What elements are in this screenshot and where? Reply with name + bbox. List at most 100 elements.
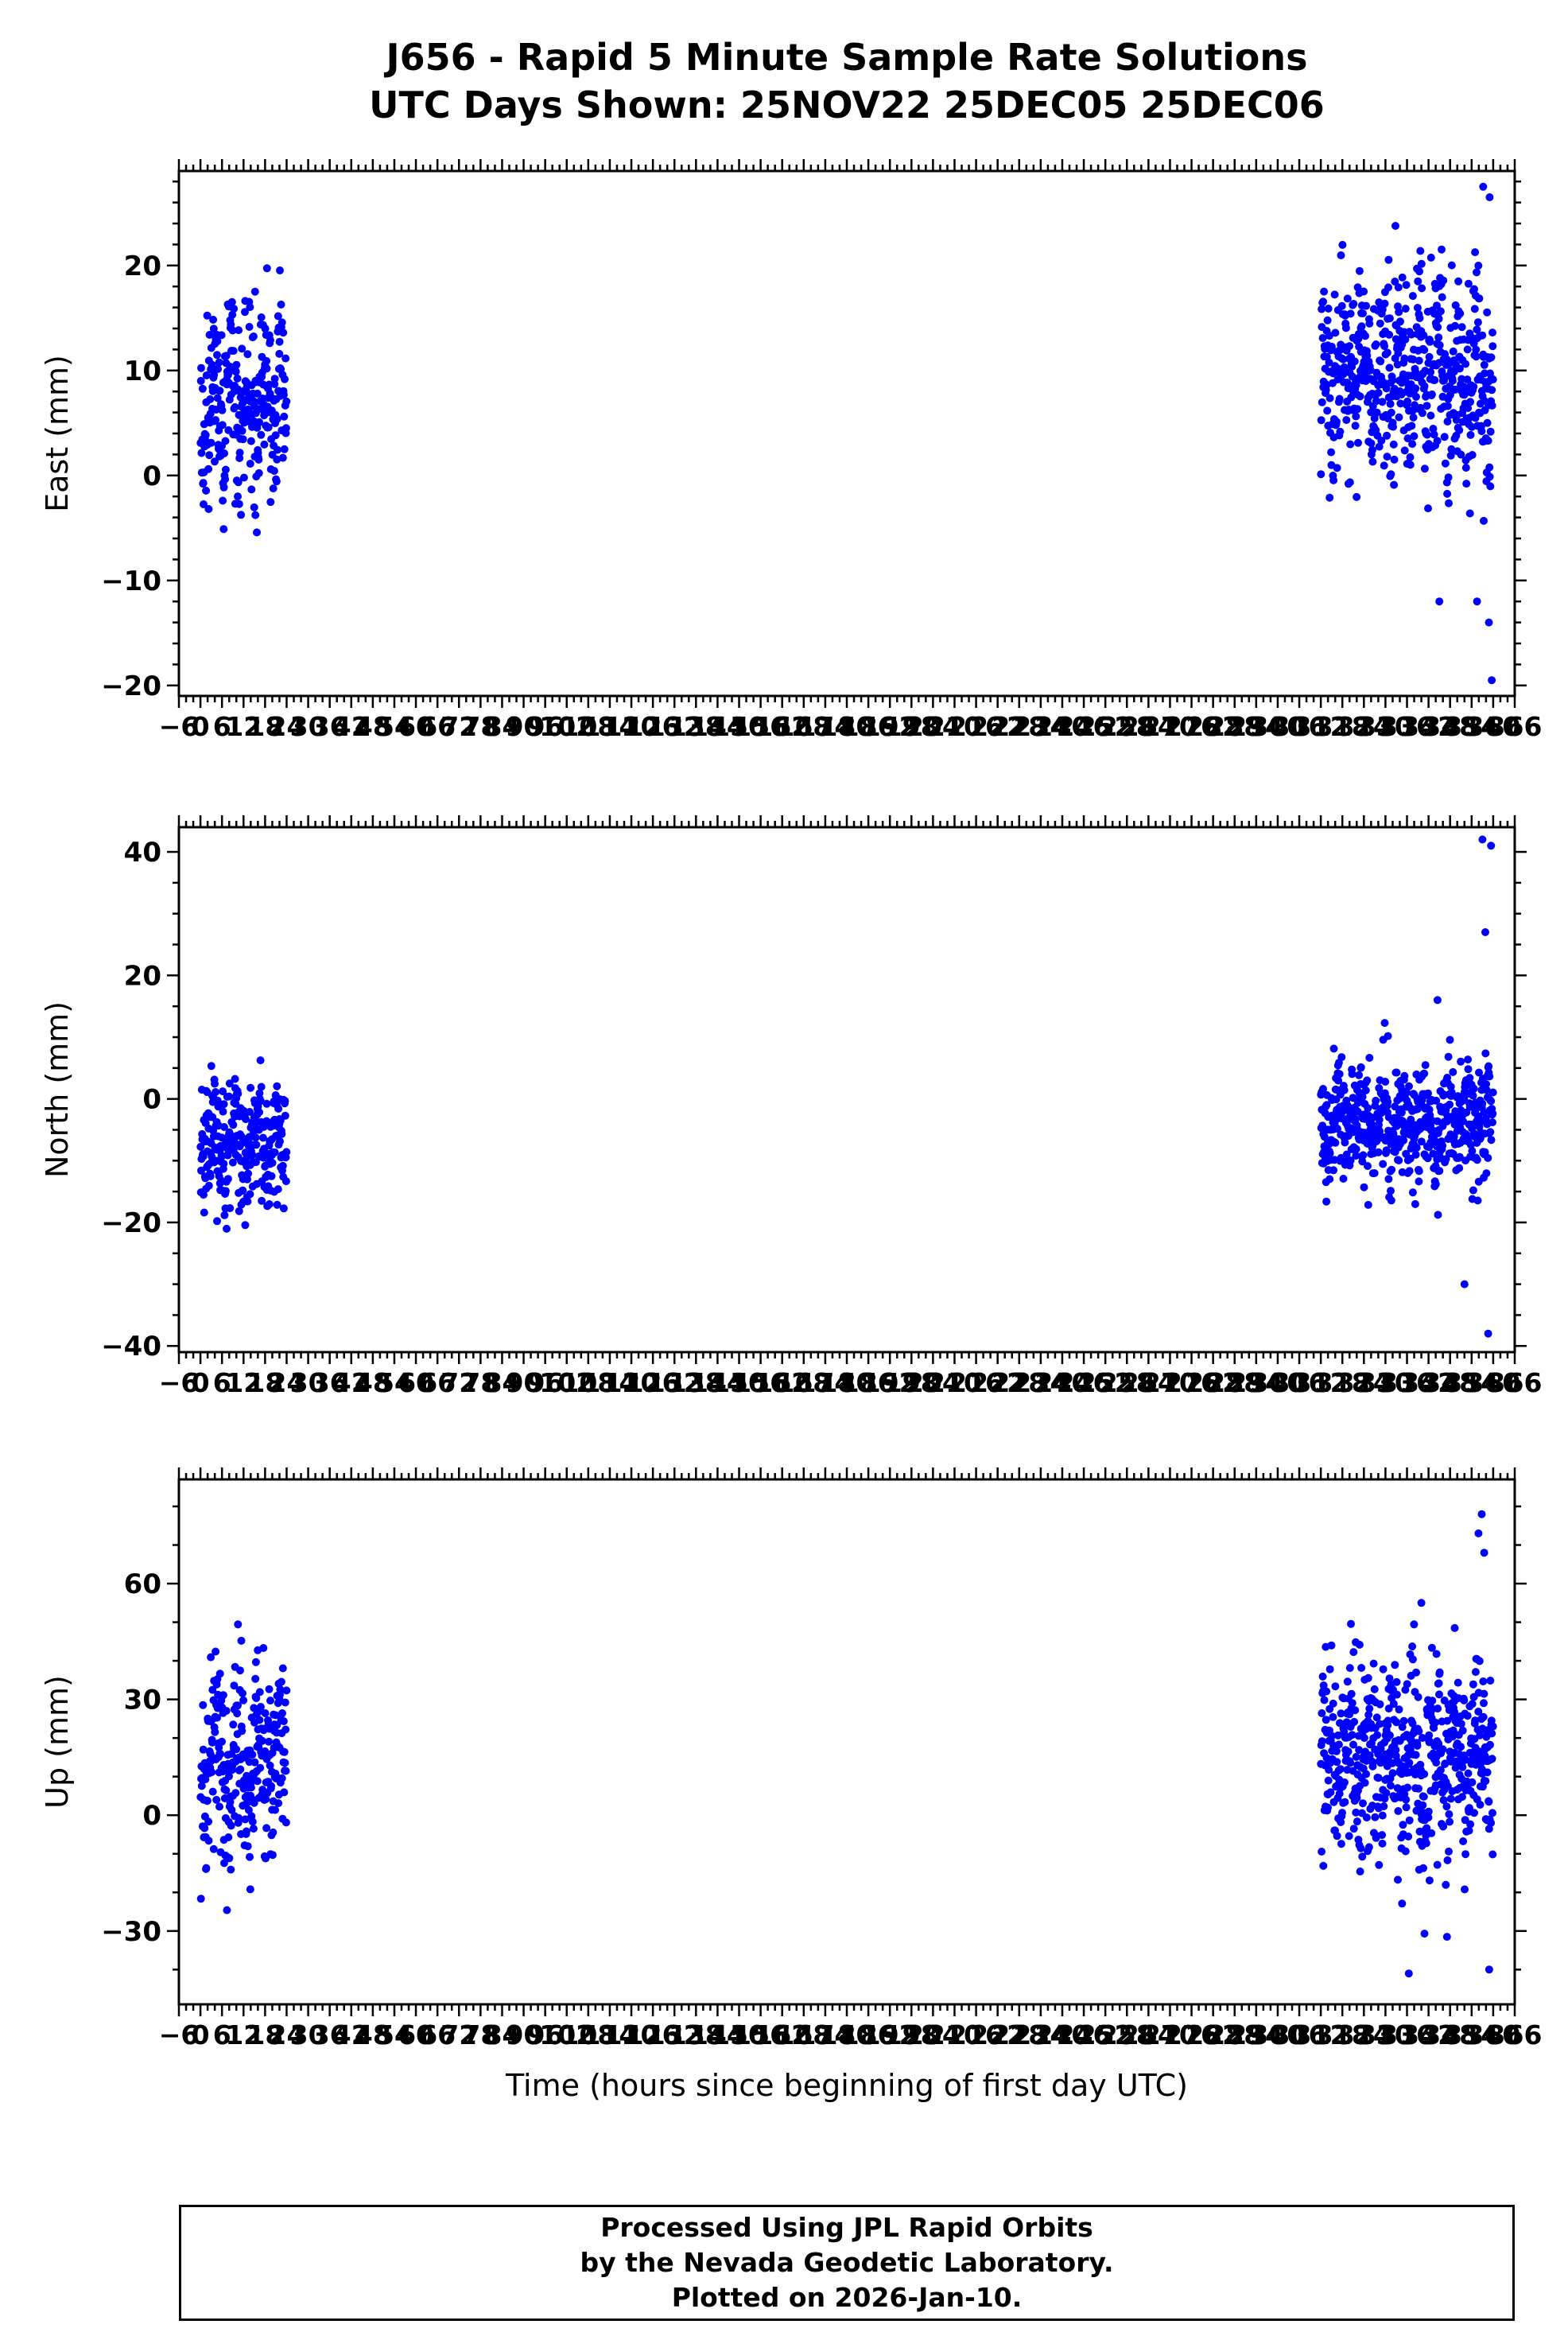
data-point: [1331, 1682, 1340, 1691]
data-point: [258, 1133, 267, 1142]
data-point: [1385, 363, 1394, 372]
data-point: [281, 1111, 289, 1120]
data-point: [1378, 305, 1387, 314]
data-point: [1364, 1200, 1372, 1209]
data-point: [1445, 1810, 1454, 1818]
data-point: [1449, 1067, 1457, 1076]
data-point: [1486, 427, 1495, 436]
data-point: [274, 445, 281, 454]
data-point: [1329, 1712, 1337, 1721]
data-point: [250, 402, 258, 410]
data-point: [1461, 464, 1470, 472]
data-point: [1470, 1809, 1478, 1817]
data-point: [220, 1211, 229, 1219]
data-point: [226, 1204, 235, 1212]
data-point: [1416, 247, 1425, 255]
data-point: [1435, 1690, 1443, 1699]
x-tick-label: 78: [462, 1367, 499, 1398]
x-tick-label: 120: [604, 711, 659, 742]
data-point: [1364, 1673, 1372, 1682]
data-point: [1403, 397, 1412, 406]
data-point: [246, 1083, 255, 1092]
data-point: [1464, 1065, 1473, 1074]
x-tick-label: 162: [755, 1367, 809, 1398]
x-tick-label: 204: [906, 2019, 961, 2050]
data-point: [1347, 1619, 1355, 1628]
data-point: [1380, 461, 1388, 470]
data-point: [1388, 1165, 1396, 1174]
x-tick-label: 192: [863, 1367, 918, 1398]
data-point: [218, 406, 227, 414]
data-point: [274, 1105, 283, 1113]
data-point: [1439, 1796, 1448, 1805]
data-point: [204, 1837, 213, 1845]
data-point: [254, 468, 263, 477]
data-point: [1484, 437, 1492, 445]
data-point: [1475, 1657, 1484, 1666]
data-point: [211, 1079, 219, 1088]
data-point: [255, 1716, 264, 1724]
data-point: [197, 363, 205, 372]
x-tick-label: 30: [290, 2019, 327, 2050]
outlier-point: [1485, 618, 1493, 627]
x-tick-label: 0: [192, 2019, 210, 2050]
data-point: [250, 503, 258, 511]
data-point: [251, 511, 260, 519]
data-point: [1376, 319, 1384, 328]
x-tick-label: 228: [992, 1367, 1046, 1398]
data-point: [258, 1736, 266, 1745]
data-point: [1432, 1759, 1441, 1767]
data-point: [1399, 1821, 1407, 1829]
data-point: [1331, 1138, 1340, 1147]
north-x-tick-labels: −60 6121824303642485460667278849096102108…: [159, 1367, 1543, 1398]
data-point: [271, 1805, 279, 1814]
data-point: [1438, 1141, 1447, 1150]
data-point: [213, 1217, 221, 1226]
data-point: [1448, 376, 1457, 385]
data-point: [1380, 299, 1389, 308]
data-point: [278, 1129, 286, 1138]
x-tick-label: 102: [539, 2019, 594, 2050]
data-point: [1398, 1723, 1407, 1732]
data-point: [1317, 416, 1325, 425]
x-tick-label: 114: [582, 2019, 637, 2050]
data-point: [1367, 439, 1376, 448]
north-scatter-points: [196, 835, 1497, 1338]
data-point: [1444, 473, 1453, 482]
data-point: [282, 1686, 291, 1695]
data-point: [1390, 480, 1399, 489]
data-point: [262, 264, 271, 273]
x-tick-label: 246: [1057, 2019, 1112, 2050]
x-tick-label: 60: [398, 1367, 434, 1398]
x-tick-label: 360: [1465, 2019, 1520, 2050]
footer-box: Processed Using JPL Rapid Orbits by the …: [179, 2205, 1515, 2321]
data-point: [1469, 1084, 1478, 1093]
data-point: [251, 1674, 260, 1683]
data-point: [276, 1137, 284, 1145]
y-tick-label: 10: [124, 356, 161, 387]
data-point: [247, 485, 256, 494]
data-point: [248, 1150, 256, 1159]
data-point: [1408, 1642, 1417, 1650]
x-tick-label: 288: [1207, 711, 1262, 742]
data-point: [225, 1772, 233, 1781]
data-point: [202, 486, 211, 495]
data-point: [1384, 255, 1393, 264]
data-point: [1368, 1758, 1377, 1767]
data-point: [243, 1197, 252, 1206]
x-tick-label: 216: [949, 1367, 1003, 1398]
data-point: [267, 1782, 276, 1790]
data-point: [256, 1763, 265, 1772]
data-point: [1403, 1088, 1411, 1097]
data-point: [1488, 342, 1497, 351]
x-tick-label: 306: [1272, 1367, 1327, 1398]
data-point: [1375, 442, 1384, 451]
x-tick-label: 204: [906, 711, 961, 742]
x-tick-label: 66: [419, 2019, 456, 2050]
data-point: [1389, 422, 1397, 431]
data-point: [230, 1681, 239, 1690]
x-tick-label: 354: [1444, 2019, 1499, 2050]
data-point: [1318, 1737, 1326, 1746]
east-plot: −60 6121824303642485460667278849096102108…: [101, 159, 1542, 742]
data-point: [1376, 1700, 1384, 1708]
